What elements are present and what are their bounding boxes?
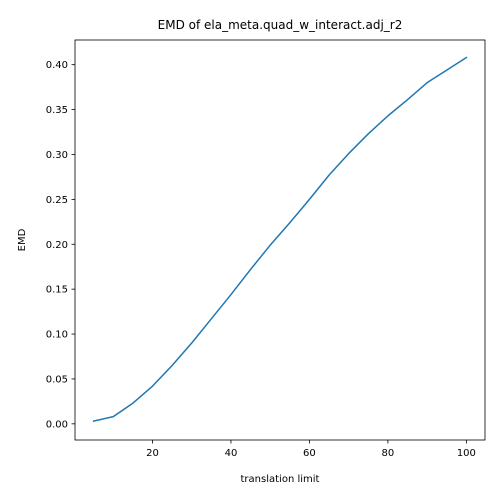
x-tick-label: 100 xyxy=(457,448,476,459)
y-tick-label: 0.10 xyxy=(46,330,68,341)
x-tick-label: 40 xyxy=(225,448,238,459)
plot-area xyxy=(92,56,468,423)
y-axis-label: EMD xyxy=(17,228,28,251)
axis-ticks: 20 40 60 80 100 0.00 0.05 0.10 0.15 0.20 0.25 0.30 0… xyxy=(46,60,476,459)
y-tick-label: 0.20 xyxy=(46,240,68,251)
chart-title: EMD of ela_meta.quad_w_interact.adj_r2 xyxy=(158,18,403,32)
y-tick-label: 0.35 xyxy=(46,105,68,116)
y-tick-label: 0.00 xyxy=(46,419,68,430)
y-tick-label: 0.15 xyxy=(46,285,68,296)
x-axis-label: translation limit xyxy=(241,474,320,485)
x-tick-label: 60 xyxy=(303,448,316,459)
y-tick-label: 0.05 xyxy=(46,374,68,385)
x-tick-label: 80 xyxy=(382,448,395,459)
axes-frame xyxy=(74,39,486,441)
series-line xyxy=(92,56,468,423)
y-tick-label: 0.25 xyxy=(46,195,68,206)
y-tick-label: 0.30 xyxy=(46,150,68,161)
y-tick-label: 0.40 xyxy=(46,60,68,71)
x-tick-label: 20 xyxy=(146,448,159,459)
